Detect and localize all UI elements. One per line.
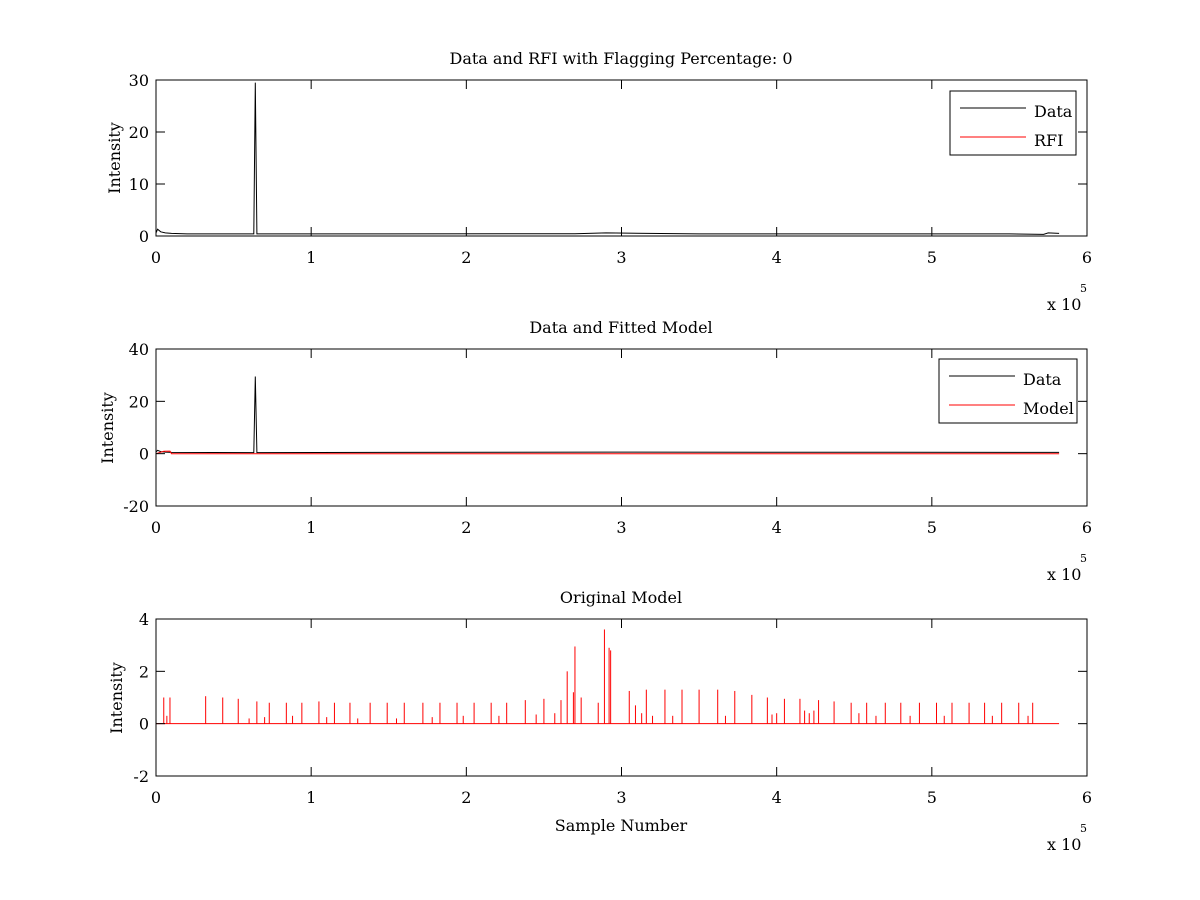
legend-label: RFI — [1034, 131, 1063, 150]
x-tick-label: 3 — [616, 518, 626, 537]
x-tick-label: 3 — [616, 248, 626, 267]
legend: Data Model — [938, 358, 1078, 424]
subplot-original-model: Original Model Intensity Sample Number 0… — [107, 588, 1092, 854]
x-tick-label: 1 — [306, 248, 316, 267]
legend-box — [938, 358, 1078, 424]
y-tick-label: 0 — [139, 445, 149, 464]
series-line — [155, 450, 1060, 455]
y-tick-label: -2 — [133, 767, 149, 786]
plot-title: Original Model — [560, 588, 682, 607]
x-tick-label: 2 — [461, 788, 471, 807]
x-tick-label: 6 — [1082, 518, 1092, 537]
x-tick-label: 1 — [306, 788, 316, 807]
x-tick-label: 5 — [927, 518, 937, 537]
x-multiplier-exponent: 5 — [1080, 282, 1087, 295]
x-tick-label: 2 — [461, 248, 471, 267]
x-tick-label: 4 — [772, 248, 782, 267]
x-tick-label: 5 — [927, 788, 937, 807]
plot-area — [156, 629, 1060, 725]
series-model — [156, 629, 1060, 725]
y-tick-label: 20 — [129, 392, 149, 411]
x-multiplier-exponent: 5 — [1080, 552, 1087, 565]
series-data — [155, 376, 1060, 454]
x-tick-label: 0 — [151, 248, 161, 267]
series-data — [155, 82, 1060, 235]
axes-frame — [155, 618, 1088, 777]
x-tick-label: 1 — [306, 518, 316, 537]
legend: Data RFI — [949, 90, 1077, 156]
x-axis-label: Sample Number — [555, 816, 688, 835]
plot-title: Data and Fitted Model — [529, 318, 712, 337]
y-axis-label: Intensity — [107, 662, 126, 734]
y-tick-label: 30 — [129, 71, 149, 90]
x-multiplier-base: x 10 — [1047, 835, 1081, 854]
plot-title: Data and RFI with Flagging Percentage: 0 — [449, 49, 792, 68]
y-tick-label: 0 — [139, 227, 149, 246]
x-tick-label: 3 — [616, 788, 626, 807]
x-multiplier-exponent: 5 — [1080, 822, 1087, 835]
y-tick-label: 10 — [129, 175, 149, 194]
y-tick-label: 0 — [139, 715, 149, 734]
series-line — [155, 82, 1060, 235]
y-axis-label: Intensity — [105, 122, 124, 194]
plot-area — [155, 82, 1060, 235]
y-tick-label: 20 — [129, 123, 149, 142]
series-model — [155, 450, 1060, 455]
subplot-data-and-fitted-model: Data and Fitted Model Intensity 0 1 2 3 4 5 6 -… — [98, 318, 1092, 584]
plot-area — [155, 376, 1060, 455]
y-tick-label: 2 — [139, 662, 149, 681]
legend-label: Data — [1034, 102, 1073, 121]
legend-label: Data — [1023, 370, 1062, 389]
subplot-data-and-rfi: Data and RFI with Flagging Percentage: 0… — [105, 49, 1092, 314]
x-tick-label: 0 — [151, 788, 161, 807]
y-tick-label: 40 — [129, 340, 149, 359]
legend-label: Model — [1023, 399, 1074, 418]
axes-frame — [155, 79, 1088, 237]
legend-box — [949, 90, 1077, 156]
x-tick-label: 4 — [772, 788, 782, 807]
y-tick-label: -20 — [123, 497, 149, 516]
x-tick-label: 5 — [927, 248, 937, 267]
x-tick-label: 6 — [1082, 788, 1092, 807]
y-tick-label: 4 — [139, 610, 149, 629]
series-line — [155, 376, 1060, 454]
y-axis-label: Intensity — [98, 392, 117, 464]
x-tick-label: 0 — [151, 518, 161, 537]
x-multiplier-base: x 10 — [1047, 565, 1081, 584]
x-tick-label: 2 — [461, 518, 471, 537]
x-tick-label: 6 — [1082, 248, 1092, 267]
x-multiplier-base: x 10 — [1047, 295, 1081, 314]
x-tick-label: 4 — [772, 518, 782, 537]
